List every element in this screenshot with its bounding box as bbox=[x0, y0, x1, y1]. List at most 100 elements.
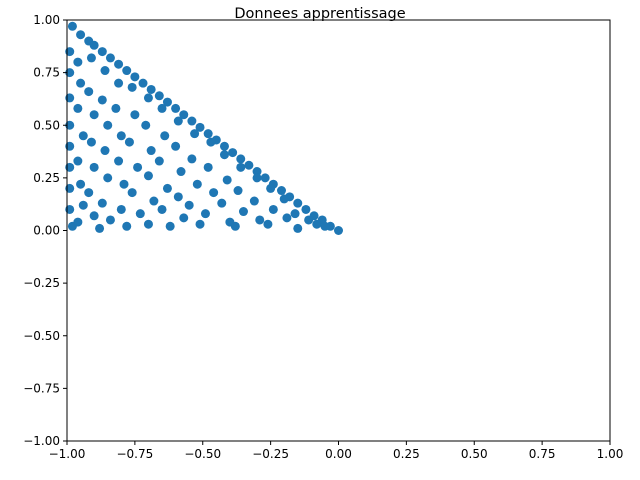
scatter-point bbox=[260, 173, 270, 183]
scatter-point bbox=[67, 21, 77, 31]
scatter-point bbox=[268, 204, 278, 214]
scatter-point bbox=[138, 78, 148, 88]
y-tick-label: 1.00 bbox=[33, 13, 60, 27]
scatter-point bbox=[334, 226, 343, 235]
scatter-point bbox=[206, 137, 216, 147]
scatter-point bbox=[266, 183, 276, 193]
scatter-point bbox=[73, 103, 83, 113]
scatter-point bbox=[192, 179, 202, 189]
data-points bbox=[65, 21, 343, 235]
scatter-point bbox=[73, 217, 83, 227]
x-tick-label: −0.25 bbox=[252, 447, 289, 461]
scatter-point bbox=[78, 131, 88, 141]
scatter-point bbox=[89, 162, 99, 172]
scatter-point bbox=[100, 66, 110, 76]
scatter-point bbox=[130, 110, 140, 120]
scatter-point bbox=[149, 196, 159, 206]
scatter-point bbox=[171, 141, 181, 151]
scatter-point bbox=[293, 198, 303, 208]
scatter-point bbox=[279, 194, 289, 204]
y-tick-label: 0.75 bbox=[33, 66, 60, 80]
scatter-point bbox=[304, 215, 314, 225]
scatter-point bbox=[236, 162, 246, 172]
scatter-point bbox=[252, 173, 262, 183]
scatter-point bbox=[276, 186, 286, 196]
scatter-point bbox=[89, 211, 99, 221]
scatter-point bbox=[165, 221, 175, 231]
scatter-point bbox=[228, 148, 238, 158]
scatter-point bbox=[116, 131, 126, 141]
scatter-point bbox=[97, 198, 107, 208]
scatter-point bbox=[238, 207, 248, 217]
y-tick-label: 0.00 bbox=[33, 224, 60, 238]
scatter-point bbox=[200, 209, 210, 219]
scatter-point bbox=[157, 103, 167, 113]
scatter-point bbox=[124, 137, 134, 147]
scatter-point bbox=[146, 146, 156, 156]
x-tick-label: −1.00 bbox=[49, 447, 86, 461]
y-axis: −1.00 −0.75 −0.50 −0.25 0.00 0.25 0.50 0.75 1.00 bbox=[23, 13, 67, 448]
scatter-point bbox=[122, 221, 132, 231]
scatter-point bbox=[97, 95, 107, 105]
scatter-point bbox=[105, 53, 115, 63]
scatter-point bbox=[130, 72, 140, 82]
scatter-point bbox=[176, 167, 186, 177]
scatter-point bbox=[127, 82, 137, 92]
scatter-point bbox=[236, 154, 246, 164]
scatter-point bbox=[217, 198, 227, 208]
scatter-point bbox=[89, 110, 99, 120]
y-tick-label: −0.50 bbox=[23, 329, 60, 343]
scatter-point bbox=[184, 200, 194, 210]
scatter-point bbox=[162, 183, 172, 193]
scatter-point bbox=[252, 167, 262, 177]
scatter-point bbox=[127, 188, 137, 198]
scatter-point bbox=[230, 221, 240, 231]
scatter-point bbox=[76, 30, 86, 40]
scatter-point bbox=[301, 204, 311, 214]
scatter-point bbox=[249, 196, 259, 206]
x-tick-label: 0.00 bbox=[325, 447, 352, 461]
scatter-point bbox=[122, 66, 132, 76]
scatter-point bbox=[203, 129, 213, 139]
scatter-point bbox=[233, 186, 243, 196]
scatter-point bbox=[143, 93, 153, 103]
scatter-point bbox=[111, 103, 121, 113]
scatter-point bbox=[141, 120, 151, 130]
scatter-point bbox=[146, 84, 156, 94]
scatter-point bbox=[114, 156, 124, 166]
scatter-point bbox=[154, 156, 164, 166]
y-tick-label: −0.25 bbox=[23, 276, 60, 290]
scatter-point bbox=[103, 120, 113, 130]
scatter-point bbox=[312, 219, 322, 229]
scatter-point bbox=[119, 179, 129, 189]
scatter-point bbox=[86, 53, 96, 63]
scatter-point bbox=[154, 91, 164, 101]
scatter-point bbox=[160, 131, 170, 141]
scatter-point bbox=[263, 219, 273, 229]
scatter-point bbox=[320, 221, 330, 231]
scatter-point bbox=[114, 78, 124, 88]
scatter-point bbox=[76, 179, 86, 189]
scatter-point bbox=[179, 110, 189, 120]
x-tick-label: −0.50 bbox=[184, 447, 221, 461]
scatter-point bbox=[179, 213, 189, 223]
scatter-point bbox=[133, 162, 143, 172]
scatter-point bbox=[103, 173, 113, 183]
x-tick-label: −0.75 bbox=[116, 447, 153, 461]
x-tick-label: 0.75 bbox=[529, 447, 556, 461]
scatter-point bbox=[190, 129, 200, 139]
scatter-point bbox=[187, 154, 197, 164]
scatter-point bbox=[84, 87, 94, 97]
scatter-point bbox=[95, 223, 105, 233]
y-tick-label: 0.25 bbox=[33, 171, 60, 185]
scatter-point bbox=[157, 204, 167, 214]
scatter-point bbox=[143, 219, 153, 229]
y-tick-label: −1.00 bbox=[23, 434, 60, 448]
scatter-point bbox=[293, 223, 303, 233]
scatter-point bbox=[73, 57, 83, 67]
y-tick-label: −0.75 bbox=[23, 381, 60, 395]
scatter-point bbox=[97, 47, 107, 57]
